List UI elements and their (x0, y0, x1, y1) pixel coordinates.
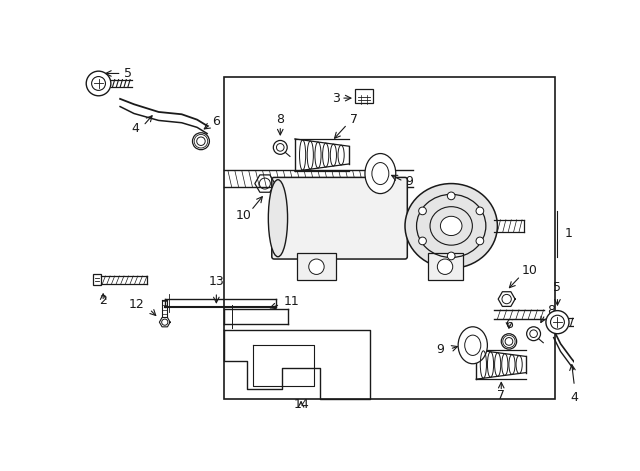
Ellipse shape (458, 327, 488, 364)
Bar (224, 77, 555, 399)
Ellipse shape (440, 216, 462, 236)
Text: 8: 8 (276, 113, 284, 126)
Text: 5: 5 (554, 281, 561, 294)
Text: 7: 7 (349, 113, 358, 126)
Text: 13: 13 (209, 275, 224, 287)
Circle shape (419, 237, 426, 245)
Text: 5: 5 (124, 67, 132, 80)
Text: 9: 9 (436, 342, 444, 356)
Text: 8: 8 (547, 304, 555, 317)
Text: 2: 2 (99, 294, 107, 307)
Text: 3: 3 (332, 91, 340, 105)
Bar (297, 253, 336, 280)
Ellipse shape (501, 334, 516, 349)
Bar (355, 89, 373, 103)
Text: 11: 11 (284, 295, 299, 308)
Circle shape (437, 259, 452, 275)
Text: 4: 4 (570, 391, 579, 405)
Circle shape (447, 252, 455, 260)
Text: 6: 6 (212, 115, 220, 129)
Ellipse shape (365, 154, 396, 194)
Text: 6: 6 (505, 318, 513, 331)
Ellipse shape (193, 133, 209, 150)
Bar (93, 275, 101, 285)
Text: 10: 10 (522, 264, 538, 277)
Ellipse shape (268, 180, 287, 257)
Text: 12: 12 (129, 298, 145, 311)
Circle shape (447, 192, 455, 200)
Circle shape (273, 140, 287, 154)
Text: 1: 1 (564, 227, 572, 240)
FancyBboxPatch shape (272, 178, 407, 259)
Circle shape (476, 207, 484, 215)
Circle shape (86, 71, 111, 96)
Text: 10: 10 (236, 210, 252, 222)
Circle shape (476, 237, 484, 245)
Text: 4: 4 (131, 122, 140, 135)
Bar (428, 253, 463, 280)
Text: 14: 14 (293, 398, 309, 411)
Circle shape (419, 207, 426, 215)
Circle shape (546, 310, 569, 334)
Text: 7: 7 (497, 389, 505, 402)
Circle shape (527, 327, 541, 341)
Ellipse shape (405, 184, 497, 268)
Circle shape (308, 259, 324, 275)
Text: 9: 9 (405, 175, 413, 188)
